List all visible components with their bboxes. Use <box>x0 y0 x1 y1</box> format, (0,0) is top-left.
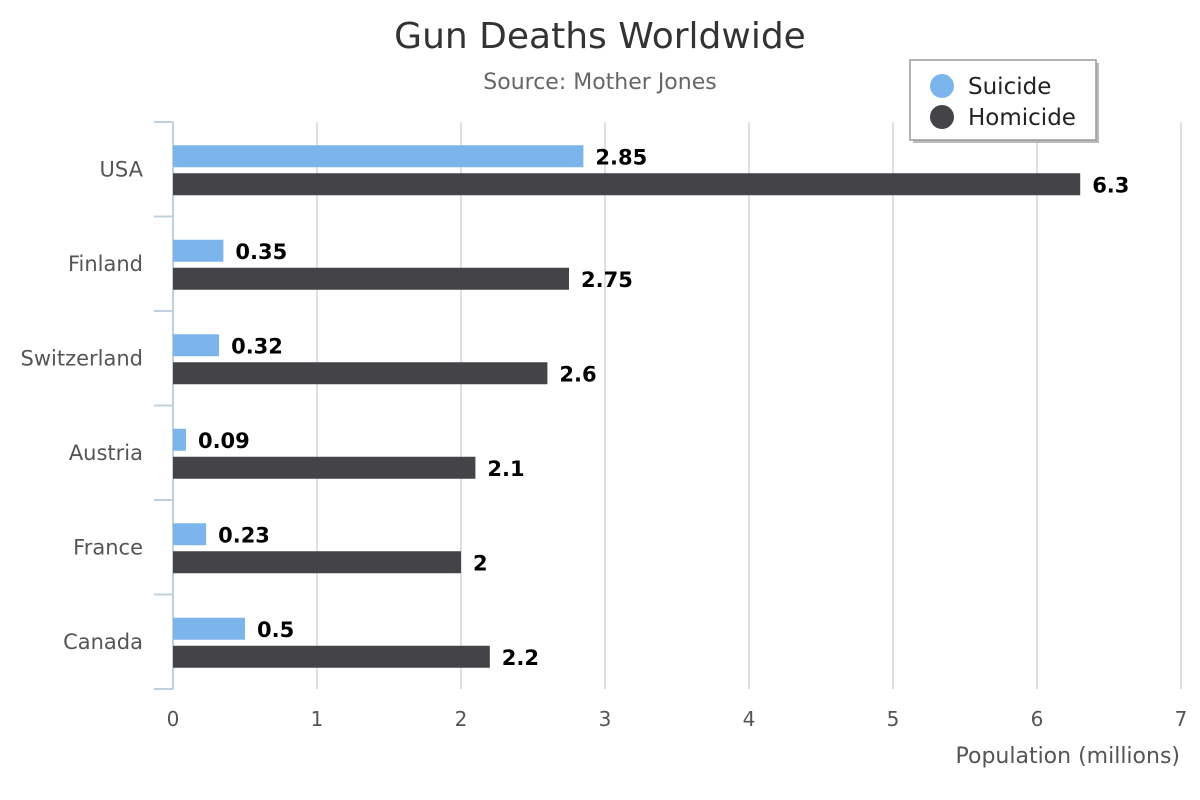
bar-homicide[interactable] <box>173 362 548 385</box>
x-tick-label: 1 <box>311 707 324 731</box>
y-axis: USA Finland Switzerland Austria France Canada <box>21 121 174 690</box>
data-label: 2.75 <box>581 268 633 292</box>
category-label: USA <box>100 157 144 181</box>
x-tick-label: 5 <box>887 707 900 731</box>
data-label: 0.5 <box>257 618 294 642</box>
bar-suicide[interactable] <box>173 617 245 640</box>
data-label: 0.35 <box>235 240 287 264</box>
legend-label-homicide: Homicide <box>968 105 1076 131</box>
data-label: 0.09 <box>198 429 250 453</box>
data-label: 2.85 <box>595 145 647 169</box>
category-label: Switzerland <box>21 346 144 370</box>
bar-homicide[interactable] <box>173 645 490 668</box>
bar-suicide[interactable] <box>173 334 220 357</box>
bar-suicide[interactable] <box>173 239 224 262</box>
bar-homicide[interactable] <box>173 456 476 479</box>
x-tick-label: 3 <box>599 707 612 731</box>
data-label: 2.2 <box>502 646 539 670</box>
data-label: 0.23 <box>218 523 270 547</box>
bars <box>173 145 1081 668</box>
data-label: 6.3 <box>1092 173 1129 197</box>
data-labels: 2.85 0.35 0.32 0.09 0.23 0.5 6.3 2.75 2.6 2.1 2 2.2 <box>198 145 1129 670</box>
data-label: 2 <box>473 551 488 575</box>
x-tick-label: 6 <box>1031 707 1044 731</box>
bar-suicide[interactable] <box>173 428 186 451</box>
bar-homicide[interactable] <box>173 173 1081 196</box>
data-label: 2.6 <box>559 362 596 386</box>
x-tick-label: 7 <box>1175 707 1188 731</box>
data-label: 2.1 <box>487 457 524 481</box>
x-axis-ticks: 0 1 2 3 4 5 6 7 <box>167 707 1188 731</box>
legend-label-suicide: Suicide <box>968 74 1051 100</box>
x-axis-title: Population (millions) <box>956 744 1181 769</box>
x-tick-label: 2 <box>455 707 468 731</box>
bar-homicide[interactable] <box>173 551 461 574</box>
legend-item-suicide[interactable]: Suicide <box>930 74 1051 100</box>
legend-item-homicide[interactable]: Homicide <box>930 105 1076 131</box>
chart-title: Gun Deaths Worldwide <box>394 16 806 57</box>
data-label: 0.32 <box>231 334 283 358</box>
category-label: France <box>73 535 143 559</box>
legend: Suicide Homicide <box>909 59 1099 143</box>
legend-marker-homicide <box>930 105 954 129</box>
bar-homicide[interactable] <box>173 267 569 290</box>
category-label: Finland <box>68 252 143 276</box>
chart-subtitle: Source: Mother Jones <box>483 70 716 95</box>
bar-suicide[interactable] <box>173 145 584 168</box>
gridlines <box>316 122 1182 689</box>
category-label: Austria <box>69 441 143 465</box>
x-tick-label: 0 <box>167 707 180 731</box>
bar-suicide[interactable] <box>173 523 207 546</box>
x-tick-label: 4 <box>743 707 756 731</box>
legend-marker-suicide <box>930 74 954 98</box>
category-label: Canada <box>63 630 143 654</box>
